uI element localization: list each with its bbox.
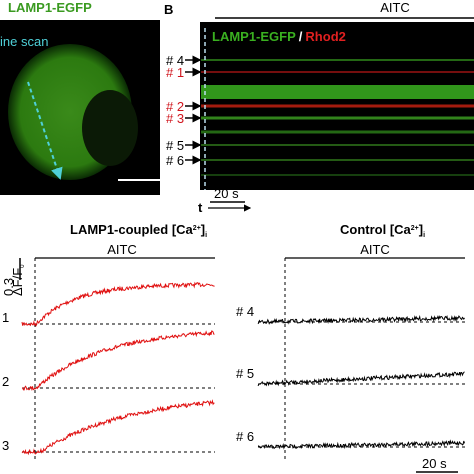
trace [257,314,465,325]
time-axis-label: t [198,200,203,215]
trace-label: # 5 [236,366,254,381]
roi-label: # 6 [166,153,184,168]
trace-label: 3 [2,438,9,453]
trace-label: 1 [2,310,9,325]
trace [21,399,215,456]
time-bar-label: 20 s [422,456,447,471]
kymo-band [201,130,474,134]
kymo-band [201,159,474,161]
scan-line [27,81,63,180]
line-scan-label: ine scan [0,34,48,49]
panel-a-title: LAMP1-EGFP [8,0,92,15]
roi-label: # 3 [166,111,184,126]
kymo-band [201,174,474,176]
roi-label: # 5 [166,138,184,153]
right-title: Control [Ca2+]i [340,222,425,239]
amplitude-label: 0.3ΔF/F0 [1,264,26,296]
trace [21,281,215,327]
time-bar-label: 20 s [214,186,239,201]
trace-label: # 4 [236,304,254,319]
kymo-band [201,116,474,120]
kymo-band [201,71,474,73]
roi-label: # 2 [166,99,184,114]
trace-label: 2 [2,374,9,389]
kymo-band [201,104,474,108]
kymo-band [201,85,474,99]
trace [257,439,465,450]
panel-letter: B [164,2,173,17]
kymo-legend: LAMP1-EGFP / Rhod2 [212,29,346,44]
trace-label: # 6 [236,429,254,444]
stimulus-label: AITC [380,0,410,15]
nucleus [82,90,138,166]
stimulus-label: AITC [107,242,137,257]
roi-label: # 4 [166,53,184,68]
left-title: LAMP1-coupled [Ca2+]i [70,222,207,239]
roi-label: # 1 [166,65,184,80]
stimulus-label: AITC [360,242,390,257]
trace [21,330,215,392]
kymo-band [201,59,474,61]
kymo-band [201,144,474,146]
trace [257,371,465,387]
